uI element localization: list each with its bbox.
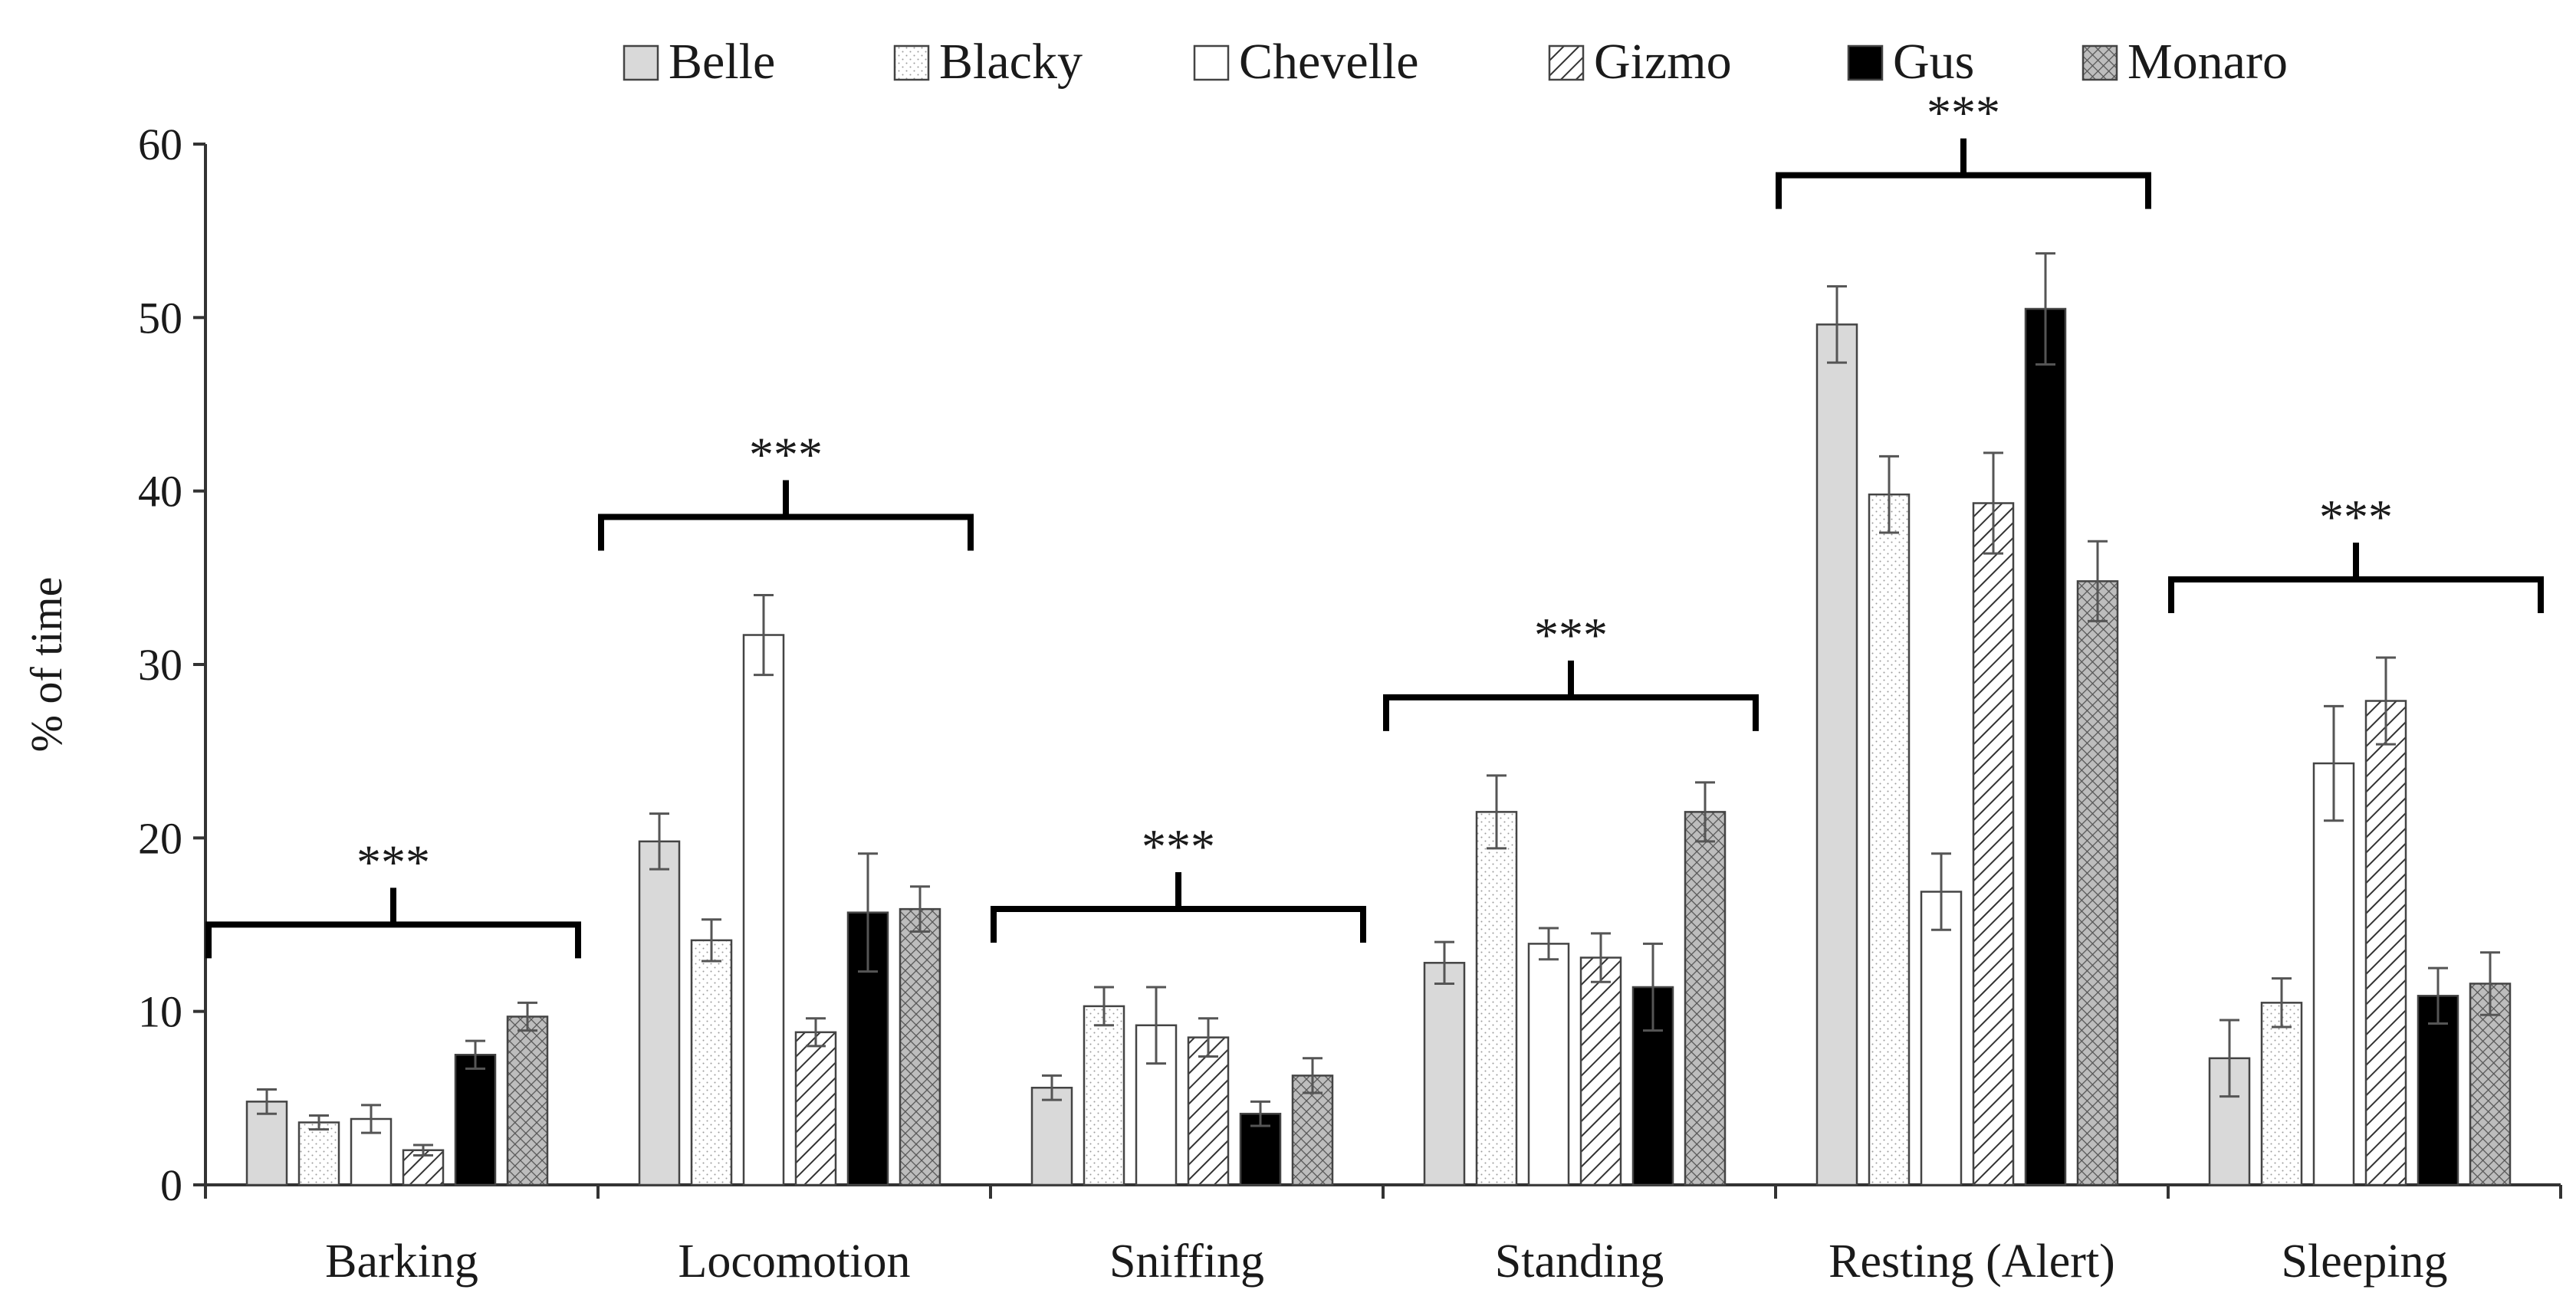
y-tick-label: 50 (138, 293, 182, 343)
legend-swatch-belle (623, 44, 659, 81)
significance-bracket-barking (205, 888, 581, 959)
bar-monaro-locomotion (899, 907, 941, 1186)
legend-swatch-chevelle (1193, 44, 1230, 81)
significance-label-standing: *** (1534, 608, 1608, 662)
bar-blacky-sniffing (1083, 1005, 1125, 1186)
significance-label-barking: *** (356, 835, 430, 889)
legend-label-monaro: Monaro (2128, 34, 2288, 90)
bar-belle-sniffing (1030, 1087, 1073, 1186)
significance-label-locomotion: *** (749, 427, 823, 481)
x-tick-label-barking: Barking (325, 1235, 478, 1288)
bar-chevelle-sleeping (2312, 762, 2355, 1186)
bar-gizmo-sleeping (2364, 700, 2407, 1186)
bar-belle-barking (245, 1101, 288, 1186)
bar-blacky-standing (1475, 811, 1518, 1186)
significance-label-sleeping: *** (2319, 490, 2393, 544)
bar-monaro-standing (1684, 811, 1727, 1186)
significance-bracket-resting-alert (1776, 138, 2151, 209)
legend-label-belle: Belle (669, 34, 775, 90)
bar-monaro-barking (506, 1015, 549, 1186)
bar-blacky-sleeping (2260, 1002, 2303, 1186)
x-tick-label-standing: Standing (1495, 1235, 1664, 1288)
significance-bracket-locomotion (598, 480, 974, 551)
bar-belle-standing (1423, 962, 1466, 1186)
x-tick-label-sniffing: Sniffing (1109, 1235, 1264, 1288)
legend-swatch-gizmo (1548, 44, 1585, 81)
significance-bracket-standing (1383, 660, 1759, 731)
y-tick-label: 10 (138, 987, 182, 1037)
bar-blacky-barking (297, 1121, 340, 1186)
bar-gizmo-resting-alert (1972, 502, 2015, 1186)
legend-swatch-blacky (893, 44, 930, 81)
legend-swatch-gus (1847, 44, 1884, 81)
bar-belle-resting-alert (1815, 323, 1858, 1186)
y-tick-label: 0 (160, 1160, 182, 1210)
significance-label-sniffing: *** (1142, 819, 1215, 874)
bar-monaro-resting-alert (2076, 580, 2119, 1186)
bars (245, 252, 2512, 1186)
y-tick-label: 60 (138, 120, 182, 169)
bar-gizmo-standing (1579, 956, 1622, 1186)
x-tick-label-sleeping: Sleeping (2282, 1235, 2448, 1288)
axes: 0 10 20 30 40 50 60 % of time Barking Locomotion S… (21, 120, 2562, 1288)
bar-blacky-locomotion (690, 939, 733, 1186)
bar-blacky-resting-alert (1868, 493, 1911, 1186)
y-tick-label: 30 (138, 640, 182, 690)
y-tick-label: 40 (138, 467, 182, 517)
bar-gus-barking (454, 1054, 497, 1186)
significance-label-resting-alert: *** (1927, 86, 2000, 140)
legend-swatch-monaro (2082, 44, 2118, 81)
y-tick-label: 20 (138, 813, 182, 863)
bar-gizmo-sniffing (1187, 1036, 1230, 1186)
y-axis-title: % of time (21, 577, 71, 753)
significance-bracket-sleeping (2168, 542, 2544, 613)
significance-bracket-sniffing (991, 871, 1366, 943)
legend-label-chevelle: Chevelle (1239, 34, 1419, 90)
x-tick-label-locomotion: Locomotion (678, 1235, 910, 1288)
bar-chevelle-standing (1527, 943, 1570, 1186)
legend-label-gus: Gus (1893, 34, 1974, 90)
legend-label-gizmo: Gizmo (1594, 34, 1732, 90)
bar-gizmo-locomotion (794, 1031, 837, 1186)
bar-gus-resting-alert (2024, 307, 2067, 1186)
bar-chevelle-resting-alert (1920, 891, 1963, 1186)
significance-brackets: *** *** *** *** *** *** (205, 86, 2544, 959)
legend-label-blacky: Blacky (939, 34, 1083, 90)
x-tick-label-resting-alert: Resting (Alert) (1829, 1235, 2115, 1288)
bar-chevelle-locomotion (742, 634, 785, 1186)
bar-belle-locomotion (638, 840, 681, 1186)
legend: Belle Blacky Chevelle Gizmo Gus Monaro (623, 34, 2288, 90)
